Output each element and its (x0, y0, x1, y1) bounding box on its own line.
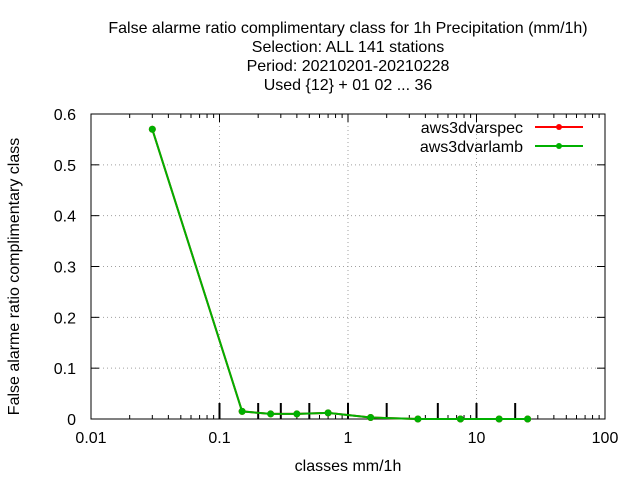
data-point (367, 413, 375, 421)
legend-label: aws3dvarspec (421, 120, 523, 137)
y-tick-label: 0.4 (54, 209, 76, 226)
series-lines (148, 125, 532, 423)
title-line: Selection: ALL 141 stations (252, 39, 444, 56)
x-axis-label: classes mm/1h (295, 458, 402, 475)
x-tick-label: 10 (468, 430, 486, 447)
data-point (414, 415, 422, 423)
chart-title: False alarme ratio complimentary class f… (108, 20, 587, 94)
legend-label: aws3dvarlamb (420, 139, 523, 156)
grid (91, 114, 605, 419)
title-line: Used {12} + 01 02 ... 36 (264, 77, 433, 94)
y-tick-label: 0 (67, 412, 76, 429)
legend-marker (556, 124, 562, 130)
y-axis-label: False alarme ratio complimentary class (6, 138, 23, 415)
data-point (148, 125, 156, 133)
data-point (456, 415, 464, 423)
data-point (238, 407, 246, 415)
y-tick-label: 0.3 (54, 260, 76, 277)
y-tick-label: 0.1 (54, 361, 76, 378)
series-line (151, 128, 528, 420)
title-line: Period: 20210201-20210228 (247, 58, 450, 75)
data-point (267, 410, 275, 418)
x-tick-label: 100 (592, 430, 619, 447)
legend-marker (556, 143, 562, 149)
axis-ticks: 0 0.1 0.2 0.3 0.4 0.5 0.6 0.01 0.1 1 10 100 (54, 107, 619, 447)
data-point (293, 410, 301, 418)
y-tick-label: 0.2 (54, 310, 76, 327)
data-point (524, 415, 532, 423)
y-tick-label: 0.6 (54, 107, 76, 124)
series-line (151, 128, 528, 420)
legend: aws3dvarspec aws3dvarlamb (420, 120, 583, 156)
title-line: False alarme ratio complimentary class f… (108, 20, 587, 37)
series-aws3dvarspec (148, 125, 532, 423)
x-tick-label: 1 (344, 430, 353, 447)
x-tick-label: 0.1 (208, 430, 230, 447)
series-aws3dvarlamb (148, 125, 532, 423)
x-tick-label: 0.01 (75, 430, 106, 447)
y-tick-label: 0.5 (54, 158, 76, 175)
data-point (324, 409, 332, 417)
data-point (495, 415, 503, 423)
